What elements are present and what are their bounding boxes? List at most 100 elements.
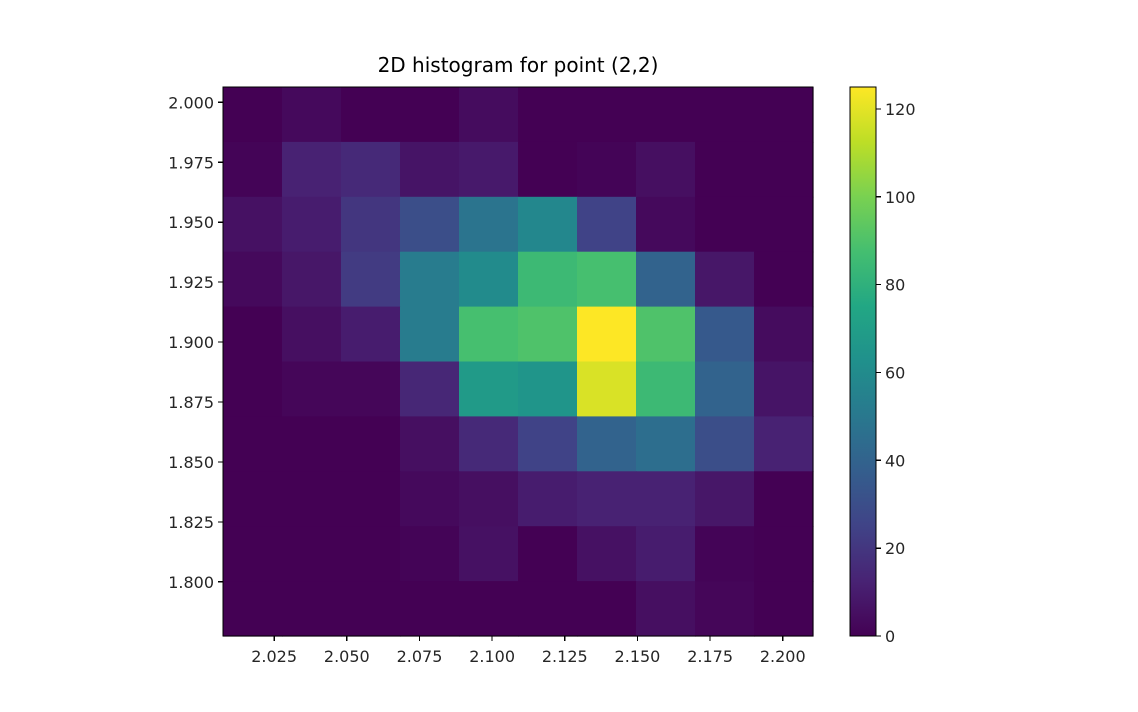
colorbar-tick-label: 80 xyxy=(885,276,905,295)
colorbar-tick-label: 20 xyxy=(885,539,905,558)
heatmap-cell xyxy=(695,581,755,637)
heatmap-cell xyxy=(754,526,814,582)
heatmap-cell xyxy=(577,526,637,582)
colorbar-frame xyxy=(849,86,877,637)
heatmap-cell xyxy=(282,141,342,198)
heatmap-cell xyxy=(754,471,814,527)
colorbar-tick-label: 100 xyxy=(885,188,916,207)
heatmap-cell xyxy=(518,306,578,363)
heatmap-cell xyxy=(577,251,637,308)
y-tick-label: 1.900 xyxy=(168,333,214,352)
heatmap-cell xyxy=(459,581,519,637)
heatmap-cell xyxy=(341,361,401,417)
heatmap-cell xyxy=(459,416,519,472)
heatmap-cell xyxy=(341,471,401,527)
y-tick-label: 1.825 xyxy=(168,513,214,532)
heatmap-cell xyxy=(459,196,519,253)
heatmap-cell xyxy=(341,581,401,637)
heatmap-cell xyxy=(400,306,460,363)
heatmap-cell xyxy=(577,141,637,198)
heatmap-cell xyxy=(341,141,401,198)
heatmap-cells xyxy=(223,87,814,637)
heatmap-cell xyxy=(518,416,578,472)
heatmap-cell xyxy=(282,361,342,417)
heatmap-cell xyxy=(400,361,460,417)
heatmap-cell xyxy=(636,251,696,308)
heatmap-cell xyxy=(223,251,283,308)
heatmap-cell xyxy=(636,361,696,417)
heatmap-cell xyxy=(577,196,637,253)
colorbar-tick-label: 0 xyxy=(885,627,895,646)
y-tick-label: 1.950 xyxy=(168,213,214,232)
heatmap-cell xyxy=(400,87,460,143)
heatmap-cell xyxy=(695,416,755,472)
heatmap-cell xyxy=(636,471,696,527)
heatmap-cell xyxy=(695,141,755,198)
heatmap-cell xyxy=(518,361,578,417)
heatmap-cell xyxy=(577,306,637,363)
heatmap-cell xyxy=(282,306,342,363)
y-tick-label: 1.925 xyxy=(168,273,214,292)
colorbar-tick-label: 40 xyxy=(885,451,905,470)
heatmap-cell xyxy=(282,251,342,308)
heatmap-cell xyxy=(282,196,342,253)
colorbar-tick-label: 60 xyxy=(885,363,905,382)
x-tick-label: 2.100 xyxy=(469,647,515,666)
heatmap-cell xyxy=(577,361,637,417)
heatmap-cell xyxy=(518,141,578,198)
heatmap-cell xyxy=(459,526,519,582)
heatmap-cell xyxy=(459,361,519,417)
heatmap-cell xyxy=(282,471,342,527)
x-tick-label: 2.025 xyxy=(251,647,297,666)
heatmap-cell xyxy=(636,306,696,363)
heatmap-cell xyxy=(400,526,460,582)
heatmap-cell xyxy=(518,251,578,308)
heatmap-cell xyxy=(459,471,519,527)
heatmap-cell xyxy=(636,581,696,637)
heatmap-cell xyxy=(518,87,578,143)
heatmap-cell xyxy=(636,141,696,198)
x-tick-label: 2.075 xyxy=(397,647,443,666)
heatmap-cell xyxy=(459,306,519,363)
heatmap-cell xyxy=(754,581,814,637)
y-tick-label: 2.000 xyxy=(168,93,214,112)
heatmap-cell xyxy=(518,196,578,253)
heatmap-cell xyxy=(341,196,401,253)
heatmap-cell xyxy=(400,196,460,253)
heatmap-cell xyxy=(695,526,755,582)
heatmap-cell xyxy=(518,581,578,637)
heatmap-cell xyxy=(695,196,755,253)
chart-title: 2D histogram for point (2,2) xyxy=(378,53,659,77)
heatmap-cell xyxy=(400,471,460,527)
heatmap-cell xyxy=(754,87,814,143)
heatmap-cell xyxy=(577,471,637,527)
heatmap-cell xyxy=(695,471,755,527)
heatmap-cell xyxy=(754,251,814,308)
heatmap-cell xyxy=(341,306,401,363)
heatmap-cell xyxy=(223,87,283,143)
heatmap-cell xyxy=(518,471,578,527)
heatmap-cell xyxy=(754,196,814,253)
colorbar-ticks: 0 20 40 60 80 100 120 xyxy=(876,100,916,646)
colorbar: 0 20 40 60 80 100 120 xyxy=(849,86,916,646)
heatmap-cell xyxy=(282,87,342,143)
x-tick-label: 2.150 xyxy=(615,647,661,666)
y-axis: 2.000 1.975 1.950 1.925 1.900 1.875 1.850 1.825… xyxy=(168,93,223,592)
heatmap-cell xyxy=(223,416,283,472)
heatmap-cell xyxy=(459,251,519,308)
heatmap-cell xyxy=(636,87,696,143)
heatmap-cell xyxy=(636,416,696,472)
heatmap-cell xyxy=(223,306,283,363)
plot-frame xyxy=(222,86,814,637)
y-tick-label: 1.875 xyxy=(168,393,214,412)
y-tick-label: 1.800 xyxy=(168,573,214,592)
heatmap-cell xyxy=(518,526,578,582)
heatmap-cell xyxy=(577,581,637,637)
y-tick-label: 1.975 xyxy=(168,153,214,172)
heatmap-cell xyxy=(400,581,460,637)
heatmap-cell xyxy=(400,416,460,472)
x-tick-label: 2.200 xyxy=(760,647,806,666)
heatmap-cell xyxy=(577,416,637,472)
heatmap-cell xyxy=(341,87,401,143)
